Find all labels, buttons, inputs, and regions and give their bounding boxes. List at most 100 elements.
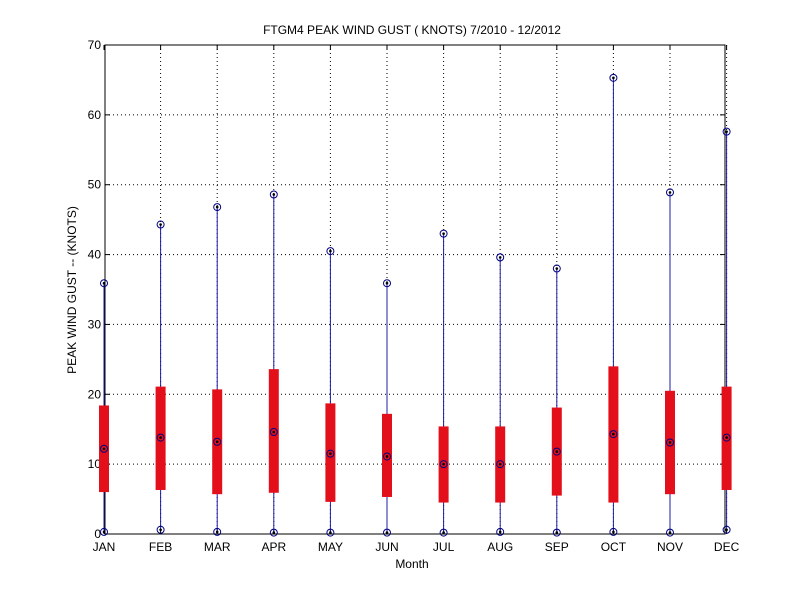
- median-marker: [213, 437, 222, 446]
- box-may: [325, 247, 336, 537]
- x-tick-label: JAN: [93, 540, 116, 554]
- min-marker: [383, 528, 391, 537]
- y-tick-label: 60: [88, 108, 102, 122]
- x-tick-label: FEB: [149, 540, 172, 554]
- box-aug: [495, 253, 506, 536]
- max-marker: [213, 203, 222, 212]
- median-marker: [666, 438, 674, 447]
- max-marker: [666, 188, 674, 197]
- x-tick-label: DEC: [714, 540, 740, 554]
- median-marker-dot: [555, 450, 559, 453]
- max-marker: [269, 190, 278, 199]
- min-marker: [269, 528, 278, 537]
- y-tick-label: 40: [88, 248, 102, 262]
- max-marker: [100, 279, 108, 288]
- median-marker: [326, 449, 335, 458]
- min-marker-dot: [668, 531, 672, 534]
- median-marker-dot: [272, 430, 276, 434]
- min-marker: [722, 525, 731, 534]
- max-marker: [383, 279, 391, 288]
- min-marker-dot: [498, 530, 502, 534]
- box-jun: [382, 279, 392, 537]
- box-mar: [212, 203, 223, 536]
- x-tick-label: SEP: [545, 540, 569, 554]
- x-tick-label: AUG: [487, 540, 513, 554]
- box-sep: [551, 264, 562, 537]
- x-tick-label: MAR: [204, 540, 231, 554]
- min-marker-dot: [329, 531, 332, 534]
- box-dec: [721, 127, 732, 534]
- x-tick-label: JUN: [375, 540, 398, 554]
- min-marker: [439, 528, 448, 537]
- max-marker-dot: [442, 232, 445, 235]
- median-marker: [609, 430, 618, 439]
- chart-title: FTGM4 PEAK WIND GUST ( KNOTS) 7/2010 - 1…: [263, 23, 561, 37]
- x-tick-label: MAY: [318, 540, 343, 554]
- min-marker: [213, 527, 222, 536]
- min-marker-dot: [272, 531, 276, 534]
- max-marker-dot: [498, 256, 502, 259]
- box-jul: [438, 229, 449, 537]
- y-tick-label: 0: [94, 527, 101, 541]
- box-apr: [268, 190, 279, 537]
- max-marker-dot: [385, 281, 389, 285]
- y-tick-label: 10: [88, 457, 102, 471]
- max-marker-dot: [215, 205, 219, 209]
- median-marker-dot: [385, 455, 389, 458]
- min-marker-dot: [612, 530, 615, 534]
- max-marker-dot: [555, 267, 559, 270]
- max-marker: [496, 253, 505, 262]
- box-nov: [665, 188, 675, 537]
- box-jan: [99, 279, 109, 536]
- median-marker: [100, 444, 108, 453]
- x-axis-label: Month: [395, 557, 428, 571]
- median-marker-dot: [159, 436, 162, 439]
- max-marker: [552, 264, 561, 273]
- min-marker: [496, 527, 505, 536]
- median-marker: [722, 433, 731, 442]
- min-marker-dot: [442, 531, 445, 534]
- y-axis-label: PEAK WIND GUST -- (KNOTS): [65, 206, 79, 374]
- median-marker: [383, 452, 391, 461]
- median-marker: [269, 428, 278, 437]
- median-marker: [156, 433, 165, 442]
- min-marker-dot: [102, 530, 106, 534]
- median-marker: [439, 460, 448, 469]
- min-marker-dot: [215, 530, 219, 534]
- max-marker-dot: [102, 281, 106, 285]
- y-tick-label: 30: [88, 317, 102, 331]
- max-marker-dot: [272, 193, 276, 196]
- y-tick-label: 50: [88, 178, 102, 192]
- y-axis: 0 10 20 30 40 50 60 70: [88, 38, 725, 541]
- x-tick-label: OCT: [601, 540, 627, 554]
- median-marker-dot: [102, 447, 106, 451]
- box-marks: [99, 73, 732, 537]
- y-tick-label: 70: [88, 38, 102, 52]
- min-marker: [552, 528, 561, 537]
- median-marker: [496, 460, 505, 469]
- x-tick-label: APR: [261, 540, 286, 554]
- min-marker: [609, 527, 618, 536]
- max-marker-dot: [159, 223, 162, 226]
- min-marker-dot: [555, 531, 559, 534]
- median-marker-dot: [329, 452, 332, 455]
- max-marker-dot: [668, 191, 672, 194]
- median-marker-dot: [498, 462, 502, 466]
- max-marker-dot: [329, 249, 332, 253]
- x-tick-label: NOV: [657, 540, 683, 554]
- min-marker: [666, 528, 674, 537]
- box-feb: [155, 220, 166, 534]
- plot-frame: [104, 44, 726, 535]
- min-marker: [156, 525, 165, 534]
- y-tick-label: 20: [88, 387, 102, 401]
- min-marker: [326, 528, 335, 537]
- median-marker-dot: [725, 436, 728, 439]
- median-marker-dot: [612, 432, 615, 436]
- min-marker-dot: [725, 528, 728, 532]
- min-marker-dot: [159, 528, 162, 532]
- min-marker: [100, 527, 108, 536]
- max-marker: [609, 73, 618, 82]
- box-oct: [608, 73, 619, 536]
- x-tick-label: JUL: [433, 540, 455, 554]
- x-axis: JAN FEB MAR APR MAY JUN JUL AUG SEP OCT NOV DEC: [93, 45, 740, 554]
